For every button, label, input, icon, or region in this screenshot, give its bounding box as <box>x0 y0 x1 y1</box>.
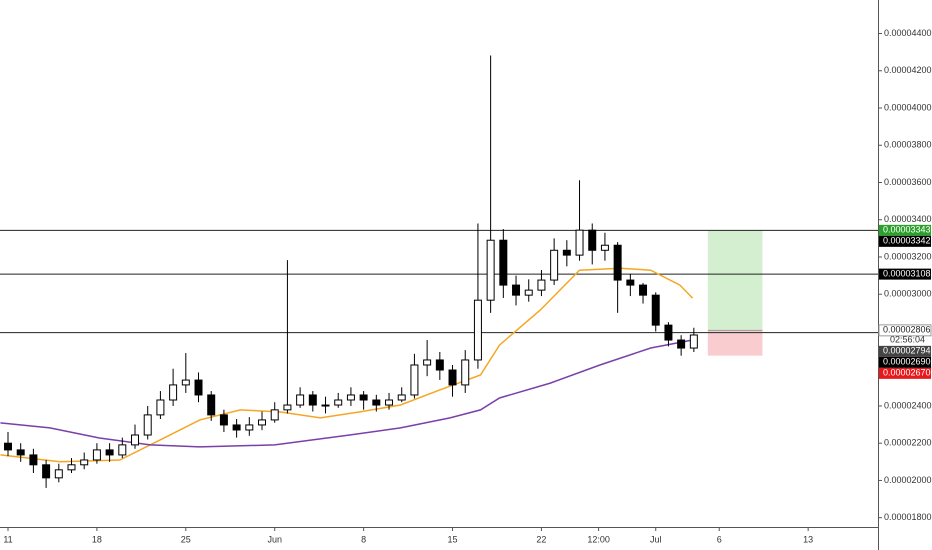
candle-body <box>207 394 216 416</box>
candle-body <box>245 424 254 431</box>
candle-body <box>118 444 127 456</box>
candle-body <box>105 449 114 456</box>
candle-body <box>486 239 495 301</box>
y-tick-label: 0.00003400 <box>884 214 932 224</box>
candle-body <box>524 289 533 296</box>
y-tick-label: 0.00002200 <box>884 438 932 448</box>
candle-body <box>270 409 279 421</box>
y-tick-label: 0.00003000 <box>884 289 932 299</box>
price-label: 0.00003343 <box>883 225 931 235</box>
price-label: 0.00002690 <box>883 357 931 367</box>
candle-body <box>67 464 76 471</box>
candle-body <box>219 414 228 426</box>
candle-body <box>321 404 330 407</box>
candle-body <box>550 249 559 281</box>
candle-body <box>169 384 178 401</box>
price-label-bg <box>879 224 931 236</box>
candle-body <box>156 399 165 416</box>
price-label: 0.00003108 <box>883 268 931 278</box>
y-tick-label: 0.00004200 <box>884 65 932 75</box>
x-tick-label: Jul <box>650 534 662 544</box>
x-tick-label: 13 <box>803 534 813 544</box>
price-label-bg <box>879 367 931 379</box>
y-tick-label: 0.00004000 <box>884 102 932 112</box>
x-tick-label: 18 <box>92 534 102 544</box>
candle-body <box>677 339 686 349</box>
candle-body <box>689 334 698 349</box>
x-tick-label: 6 <box>717 534 722 544</box>
y-tick-label: 0.00003800 <box>884 140 932 150</box>
candle-body <box>143 414 152 436</box>
candle-body <box>181 379 190 386</box>
price-label-bg <box>879 345 931 357</box>
candle-body <box>283 404 292 411</box>
candle-body <box>346 394 355 401</box>
x-tick-label: 8 <box>361 534 366 544</box>
price-label: 0.00003342 <box>883 236 931 246</box>
price-label: 0.00002806 <box>883 325 931 335</box>
price-label-bg <box>879 235 931 247</box>
candle-body <box>410 364 419 396</box>
candle-body <box>131 434 140 446</box>
candle-body <box>651 294 660 326</box>
candle-body <box>92 449 101 461</box>
x-tick-label: 12:00 <box>587 534 610 544</box>
candle-body <box>54 469 63 479</box>
candle-body <box>359 394 368 401</box>
candle-body <box>626 279 635 286</box>
candle-body <box>435 359 444 371</box>
candle-body <box>80 459 89 466</box>
price-label: 0.00002794 <box>883 346 931 356</box>
candle-body <box>461 359 470 386</box>
stop-zone <box>707 330 763 356</box>
price-label: 0.00002670 <box>883 368 931 378</box>
candle-body <box>194 379 203 396</box>
countdown: 02:56:04 <box>890 335 925 345</box>
target-zone <box>707 230 763 331</box>
y-tick-label: 0.00001800 <box>884 512 932 522</box>
candle-body <box>537 279 546 291</box>
price-label-bg <box>878 324 932 337</box>
moving-average <box>0 339 693 448</box>
candle-body <box>372 399 381 406</box>
candle-body <box>562 249 571 256</box>
y-tick-label: 0.00002400 <box>884 400 932 410</box>
candle-body <box>588 229 597 251</box>
candle-body <box>473 299 482 361</box>
candle-body <box>385 399 394 406</box>
y-tick-label: 0.00003600 <box>884 177 932 187</box>
y-tick-label: 0.00004400 <box>884 28 932 38</box>
candle-body <box>334 399 343 406</box>
candle-body <box>397 394 406 401</box>
candle-body <box>639 284 648 296</box>
candle-body <box>499 239 508 286</box>
candle-body <box>600 244 609 251</box>
candle-body <box>4 442 12 451</box>
candle-body <box>664 324 673 341</box>
candle-body <box>448 369 457 386</box>
candle-body <box>613 244 622 281</box>
x-tick-label: 25 <box>181 534 191 544</box>
price-label-bg <box>879 356 931 368</box>
x-tick-label: 11 <box>3 534 12 544</box>
candle-body <box>308 394 317 406</box>
candle-body <box>29 454 38 466</box>
candle-body <box>296 394 305 406</box>
candle-body <box>423 359 432 366</box>
x-tick-label: 22 <box>536 534 546 544</box>
candle-body <box>575 229 584 256</box>
candle-body <box>16 449 25 456</box>
candle-body <box>512 284 521 296</box>
candle-body <box>232 424 241 431</box>
y-tick-label: 0.00003200 <box>884 251 932 261</box>
x-tick-label: Jun <box>267 534 282 544</box>
y-tick-label: 0.00002000 <box>884 475 932 485</box>
x-tick-label: 15 <box>448 534 458 544</box>
price-label-bg <box>879 268 931 280</box>
candle-body <box>42 464 51 479</box>
candle-body <box>258 419 267 426</box>
